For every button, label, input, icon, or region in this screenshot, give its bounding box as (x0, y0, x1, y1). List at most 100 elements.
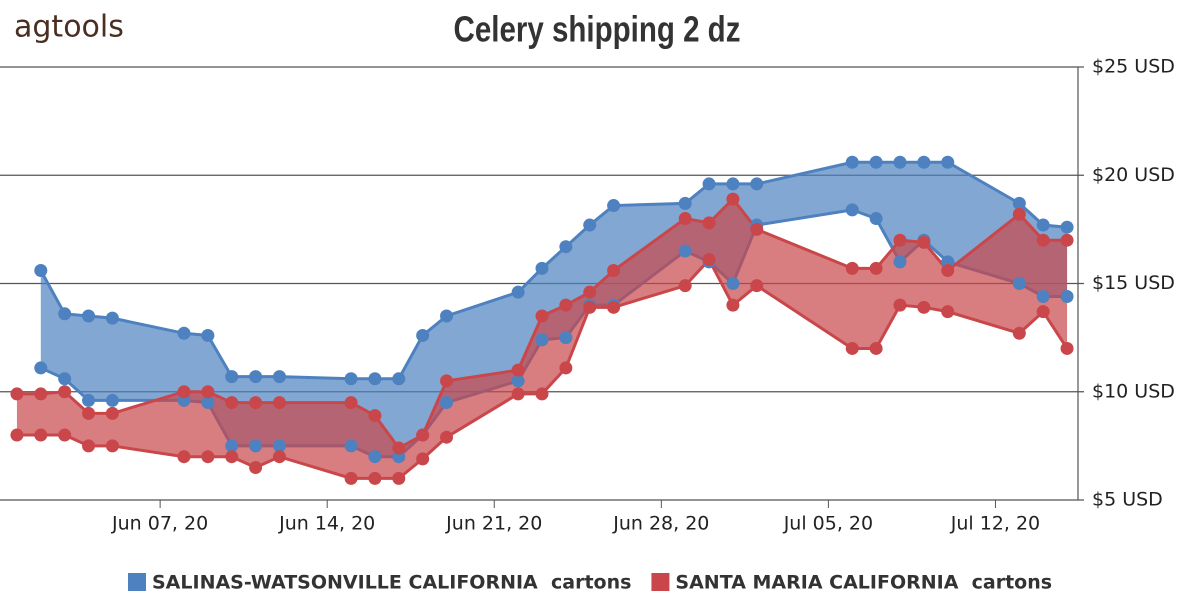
point (750, 222, 764, 236)
point (511, 363, 525, 377)
point (177, 450, 191, 464)
y-tick-label: $25 USD (1092, 56, 1175, 78)
point (392, 471, 406, 485)
point (34, 361, 48, 375)
point (678, 212, 692, 226)
x-tick-label: Jun 14, 20 (278, 513, 375, 535)
point (34, 264, 48, 278)
point (272, 450, 286, 464)
point (559, 361, 573, 375)
point (440, 374, 454, 388)
point (177, 385, 191, 399)
point (917, 300, 931, 314)
point (10, 387, 24, 401)
point (869, 261, 883, 275)
logo: agtools (14, 10, 124, 45)
point (201, 396, 215, 410)
point (1012, 326, 1026, 340)
point (607, 264, 621, 278)
point (607, 199, 621, 213)
point (511, 387, 525, 401)
point (535, 333, 549, 347)
point (726, 298, 740, 312)
point (917, 155, 931, 169)
x-tick-label: Jul 05, 20 (783, 513, 873, 535)
x-tick-label: Jun 21, 20 (445, 513, 542, 535)
point (535, 387, 549, 401)
point (583, 300, 597, 314)
point (416, 428, 430, 442)
point (845, 203, 859, 217)
point (750, 279, 764, 293)
point (225, 450, 239, 464)
point (272, 396, 286, 410)
point (1060, 289, 1074, 303)
point (511, 374, 525, 388)
y-tick-label: $15 USD (1092, 272, 1175, 294)
point (941, 305, 955, 319)
point (392, 441, 406, 455)
point (893, 233, 907, 247)
point (440, 430, 454, 444)
point (392, 372, 406, 386)
point (177, 326, 191, 340)
point (1060, 233, 1074, 247)
point (583, 285, 597, 299)
point (58, 307, 72, 321)
point (511, 285, 525, 299)
point (1012, 277, 1026, 290)
legend-swatch (651, 573, 670, 591)
point (845, 261, 859, 275)
point (105, 393, 119, 407)
point (845, 341, 859, 355)
point (869, 212, 883, 226)
point (344, 372, 358, 386)
y-tick-label: $5 USD (1092, 489, 1163, 511)
point (893, 155, 907, 169)
point (845, 155, 859, 169)
chart-title: Celery shipping 2 dz (454, 9, 741, 49)
point (34, 428, 48, 442)
point (82, 439, 96, 453)
point (416, 452, 430, 466)
point (249, 439, 263, 453)
point (201, 450, 215, 464)
point (272, 370, 286, 384)
point (1036, 305, 1050, 319)
point (1036, 289, 1050, 303)
point (678, 244, 692, 258)
x-tick-label: Jun 28, 20 (612, 513, 709, 535)
point (82, 309, 96, 323)
y-tick-label: $10 USD (1092, 380, 1175, 402)
point (1036, 233, 1050, 247)
y-tick-label: $20 USD (1092, 164, 1175, 186)
point (702, 216, 716, 230)
point (225, 439, 239, 453)
point (225, 370, 239, 384)
point (893, 298, 907, 312)
point (869, 155, 883, 169)
legend-label: SANTA MARIA CALIFORNIA cartons (675, 572, 1052, 594)
point (416, 328, 430, 342)
point (750, 177, 764, 191)
point (1036, 218, 1050, 232)
point (82, 406, 96, 420)
point (249, 396, 263, 410)
point (702, 177, 716, 191)
point (559, 298, 573, 312)
point (535, 261, 549, 275)
point (535, 309, 549, 323)
point (941, 264, 955, 278)
point (1060, 341, 1074, 355)
point (1060, 220, 1074, 234)
point (272, 439, 286, 453)
point (941, 155, 955, 169)
point (368, 450, 382, 464)
point (58, 372, 72, 386)
point (917, 235, 931, 249)
legend-swatch (128, 573, 146, 591)
point (344, 396, 358, 410)
point (702, 253, 716, 267)
point (344, 471, 358, 485)
